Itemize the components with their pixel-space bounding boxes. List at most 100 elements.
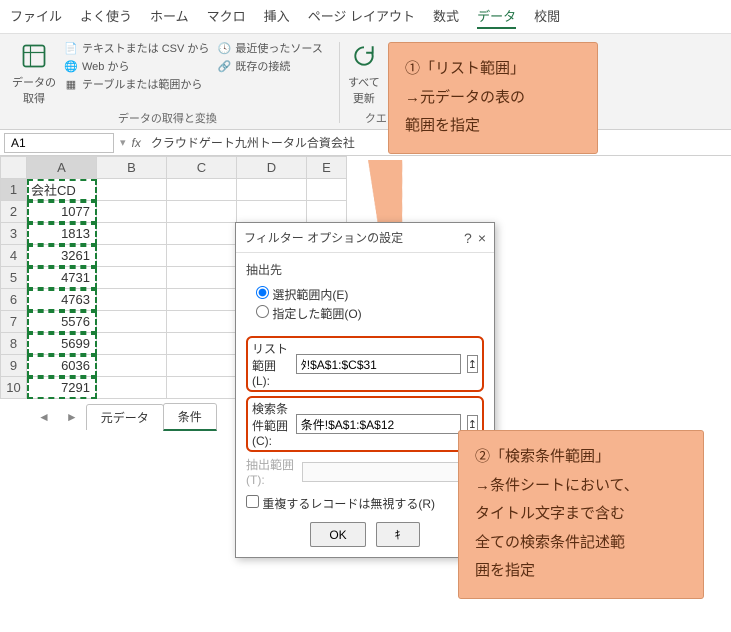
cell-B2[interactable] — [97, 201, 167, 223]
menu-file[interactable]: ファイル — [10, 6, 62, 29]
ribbon-from-text-csv[interactable]: 📄テキストまたは CSV から — [64, 40, 209, 56]
namebox-dropdown-icon[interactable]: ▾ — [120, 136, 126, 149]
menu-home[interactable]: ホーム — [150, 6, 189, 29]
cell-A3[interactable]: 1813 — [27, 223, 97, 245]
dialog-close-button[interactable]: × — [478, 230, 486, 246]
cell-C5[interactable] — [167, 267, 237, 289]
cell-C3[interactable] — [167, 223, 237, 245]
cell-B4[interactable] — [97, 245, 167, 267]
cell-C7[interactable] — [167, 311, 237, 333]
ribbon-btn-refreshall[interactable]: すべて 更新 — [348, 40, 380, 106]
rowhead-6[interactable]: 6 — [1, 289, 27, 311]
ribbon-from-table[interactable]: ▦テーブルまたは範囲から — [64, 76, 209, 92]
menu-insert[interactable]: 挿入 — [264, 6, 290, 29]
callout-criteria-range: ②「検索条件範囲」 →条件シートにおいて、 タイトル文字まで含む 全ての検索条件… — [458, 430, 704, 599]
rowhead-8[interactable]: 8 — [1, 333, 27, 355]
unique-records-check[interactable]: 重複するレコードは無視する(R) — [246, 497, 435, 511]
cell-A6[interactable]: 4763 — [27, 289, 97, 311]
rowhead-4[interactable]: 4 — [1, 245, 27, 267]
ribbon-existing-conn[interactable]: 🔗既存の接続 — [217, 58, 322, 74]
fx-label[interactable]: fx — [132, 136, 141, 150]
cell-B3[interactable] — [97, 223, 167, 245]
ok-button[interactable]: OK — [310, 522, 365, 547]
radio-in-place[interactable]: 選択範囲内(E) — [256, 286, 480, 303]
menu-pagelayout[interactable]: ページ レイアウト — [308, 6, 415, 29]
cell-A9[interactable]: 6036 — [27, 355, 97, 377]
list-range-picker-icon[interactable]: ↥ — [467, 355, 478, 373]
criteria-range-label: 検索条件範囲(C): — [252, 400, 290, 448]
sheet-nav-next-icon[interactable]: ► — [58, 410, 86, 424]
cell-A2[interactable]: 1077 — [27, 201, 97, 223]
sheet-nav-prev-icon[interactable]: ◄ — [30, 410, 58, 424]
cell-E2[interactable] — [307, 201, 347, 223]
col-C[interactable]: C — [167, 157, 237, 179]
rowhead-9[interactable]: 9 — [1, 355, 27, 377]
col-A[interactable]: A — [27, 157, 97, 179]
rowhead-5[interactable]: 5 — [1, 267, 27, 289]
cell-C9[interactable] — [167, 355, 237, 377]
radio-in-place-input[interactable] — [256, 286, 269, 299]
ribbon-btn-getdata[interactable]: データの 取得 — [12, 40, 56, 106]
tab-source[interactable]: 元データ — [86, 404, 164, 430]
ribbon-getdata-items: 📄テキストまたは CSV から 🌐Web から ▦テーブルまたは範囲から — [64, 40, 209, 92]
cell-A5[interactable]: 4731 — [27, 267, 97, 289]
cell-C4[interactable] — [167, 245, 237, 267]
col-B[interactable]: B — [97, 157, 167, 179]
rowhead-10[interactable]: 10 — [1, 377, 27, 399]
ribbon-group-getdata: データの 取得 📄テキストまたは CSV から 🌐Web から ▦テーブルまたは… — [6, 38, 329, 127]
col-E[interactable]: E — [307, 157, 347, 179]
getdata-icon — [18, 40, 50, 72]
cell-B9[interactable] — [97, 355, 167, 377]
cell-B10[interactable] — [97, 377, 167, 399]
cell-A10[interactable]: 7291 — [27, 377, 97, 399]
menu-macro[interactable]: マクロ — [207, 6, 246, 29]
cell-B7[interactable] — [97, 311, 167, 333]
ribbon-group1-label: データの取得と変換 — [12, 110, 323, 126]
list-range-input[interactable] — [296, 354, 461, 374]
text-csv-icon: 📄 — [64, 41, 78, 55]
rowhead-1[interactable]: 1 — [1, 179, 27, 201]
ribbon-recent-sources[interactable]: 🕓最近使ったソース — [217, 40, 322, 56]
dialog-help-button[interactable]: ? — [464, 230, 472, 246]
ribbon-from-web-label: Web から — [82, 58, 129, 74]
cell-C6[interactable] — [167, 289, 237, 311]
cell-D1[interactable] — [237, 179, 307, 201]
callout2-line3: タイトル文字まで含む — [475, 500, 687, 529]
radio-copy-to-input[interactable] — [256, 305, 269, 318]
cell-A4[interactable]: 3261 — [27, 245, 97, 267]
cell-B8[interactable] — [97, 333, 167, 355]
name-box[interactable] — [4, 133, 114, 153]
cell-B5[interactable] — [97, 267, 167, 289]
cancel-button[interactable]: ｷ — [376, 522, 420, 547]
menu-review[interactable]: 校閲 — [534, 6, 560, 29]
rowhead-2[interactable]: 2 — [1, 201, 27, 223]
cell-B1[interactable] — [97, 179, 167, 201]
radio-copy-to[interactable]: 指定した範囲(O) — [256, 305, 480, 322]
dialog-titlebar[interactable]: フィルター オプションの設定 ? × — [236, 223, 494, 253]
menu-formulas[interactable]: 数式 — [433, 6, 459, 29]
cell-C1[interactable] — [167, 179, 237, 201]
cell-A8[interactable]: 5699 — [27, 333, 97, 355]
ribbon-from-web[interactable]: 🌐Web から — [64, 58, 209, 74]
cell-D2[interactable] — [237, 201, 307, 223]
radio-in-place-label: 選択範囲内(E) — [272, 288, 348, 302]
cell-C10[interactable] — [167, 377, 237, 399]
criteria-range-input[interactable] — [296, 414, 461, 434]
cell-A7[interactable]: 5576 — [27, 311, 97, 333]
cell-E1[interactable] — [307, 179, 347, 201]
menu-data[interactable]: データ — [477, 6, 516, 29]
tab-criteria[interactable]: 条件 — [163, 403, 217, 431]
rowhead-3[interactable]: 3 — [1, 223, 27, 245]
dialog-footer: OK ｷ — [246, 522, 484, 547]
col-D[interactable]: D — [237, 157, 307, 179]
list-range-label: リスト範囲(L): — [252, 340, 290, 388]
cell-C8[interactable] — [167, 333, 237, 355]
unique-records-checkbox[interactable] — [246, 495, 259, 508]
select-all-corner[interactable] — [1, 157, 27, 179]
cell-A1[interactable]: 会社CD — [27, 179, 97, 201]
rowhead-7[interactable]: 7 — [1, 311, 27, 333]
ribbon-getdata-label: データの 取得 — [12, 74, 56, 106]
cell-B6[interactable] — [97, 289, 167, 311]
cell-C2[interactable] — [167, 201, 237, 223]
menu-frequent[interactable]: よく使う — [80, 6, 132, 29]
